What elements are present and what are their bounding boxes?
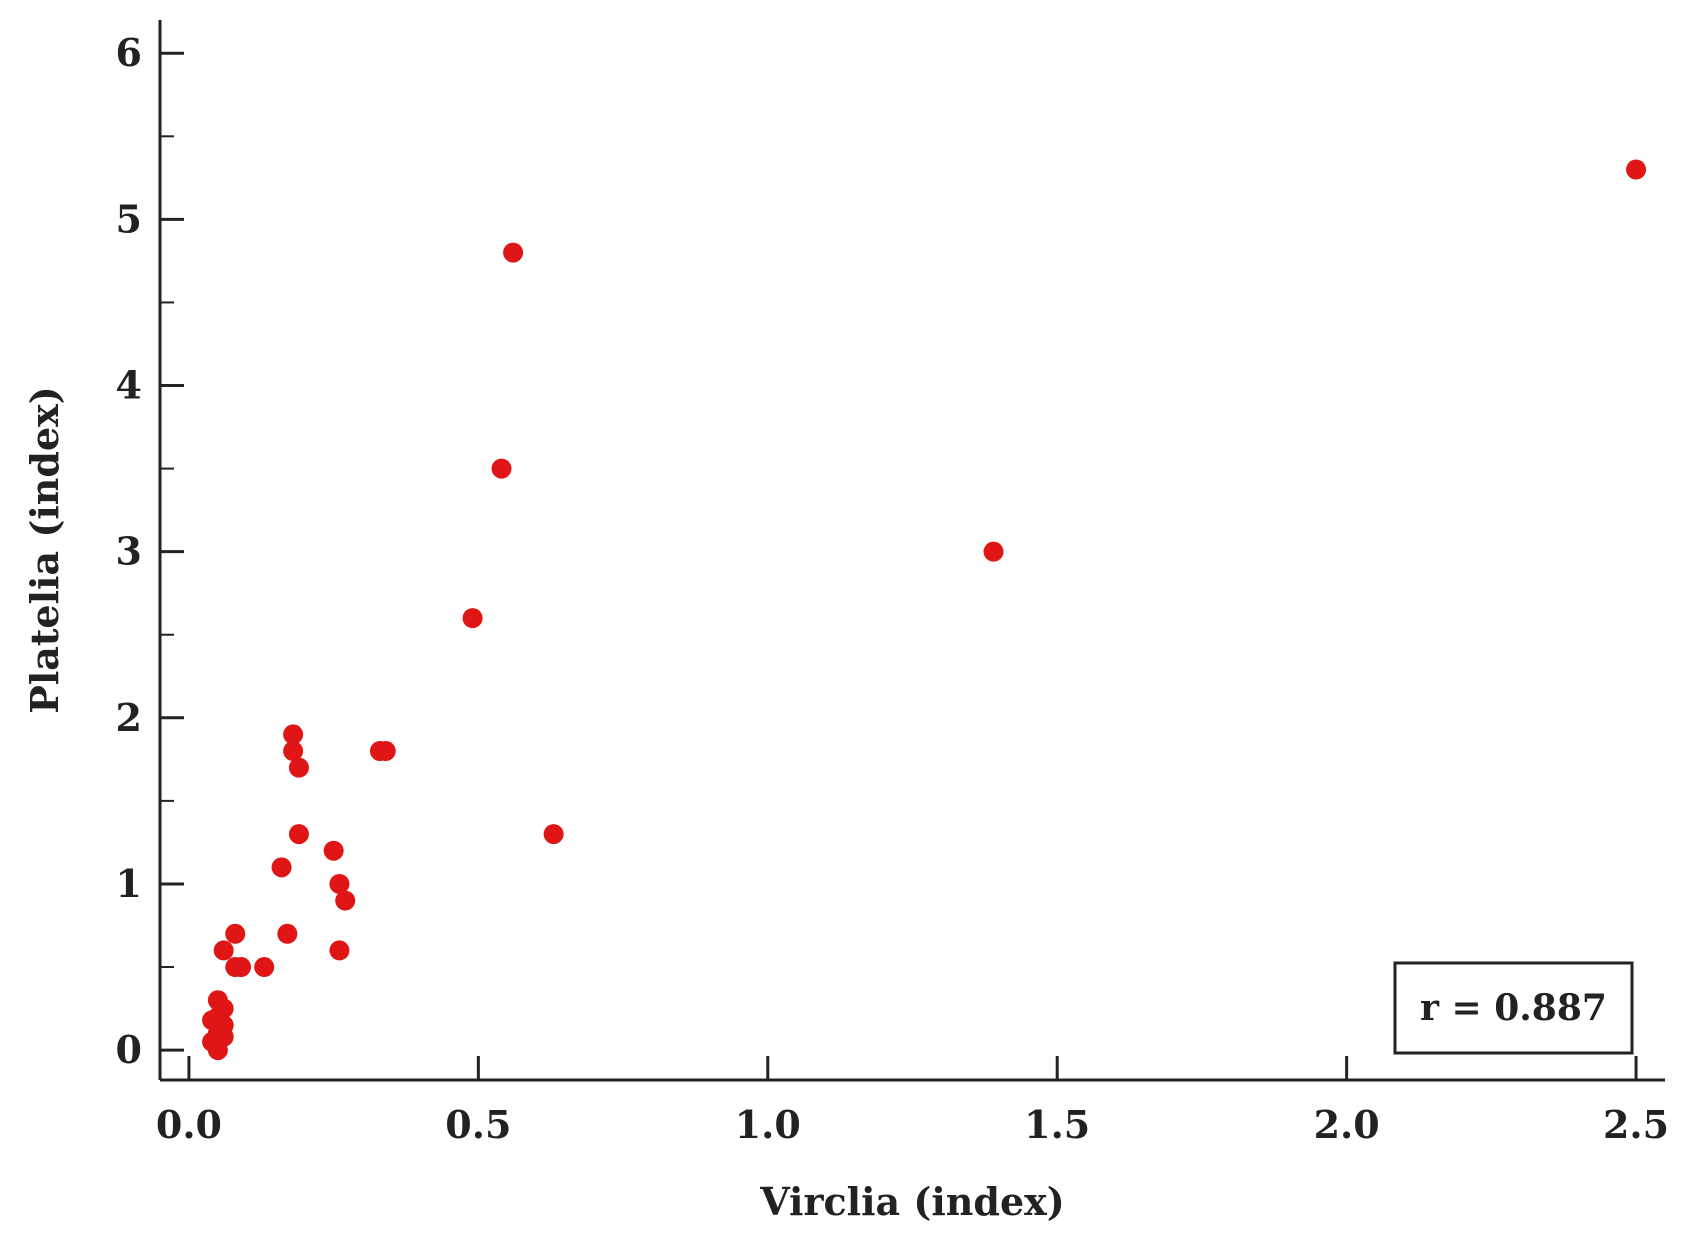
data-point (323, 840, 344, 861)
y-tick-label: 1 (116, 861, 142, 906)
x-tick-label: 1.0 (735, 1102, 801, 1147)
data-point (288, 824, 309, 845)
data-point (503, 242, 524, 263)
data-point (462, 608, 483, 629)
data-point (983, 541, 1004, 562)
data-point (207, 990, 228, 1011)
x-tick-label: 1.5 (1024, 1102, 1090, 1147)
correlation-annotation: r = 0.887 (1393, 961, 1634, 1055)
annotation-text: r = 0.887 (1420, 987, 1607, 1029)
y-ticks: 0 1 2 3 4 5 6 (116, 30, 184, 1072)
data-point (231, 957, 252, 978)
y-tick-label: 2 (116, 695, 142, 740)
data-point (329, 873, 350, 894)
data-point (1626, 159, 1647, 180)
data-point (254, 957, 275, 978)
y-tick-label: 5 (116, 196, 142, 241)
data-point (543, 824, 564, 845)
data-point (375, 741, 396, 762)
data-point (213, 940, 234, 961)
y-axis-title: Platelia (index) (22, 386, 67, 714)
data-point (277, 923, 298, 944)
data-point (271, 857, 292, 878)
data-point (283, 741, 304, 762)
data-point (329, 940, 350, 961)
data-point (213, 1026, 234, 1047)
data-point (225, 923, 246, 944)
y-tick-label: 4 (116, 363, 142, 408)
x-tick-label: 2.0 (1314, 1102, 1380, 1147)
y-tick-label: 3 (116, 529, 142, 574)
data-point (283, 724, 304, 745)
data-point (491, 458, 512, 479)
x-ticks: 0.0 0.5 1.0 1.5 2.0 2.5 (156, 1056, 1669, 1147)
data-points (202, 159, 1647, 1061)
data-point (202, 1010, 223, 1031)
annotation-box (1393, 961, 1634, 1055)
x-axis-title: Virclia (index) (759, 1179, 1065, 1224)
y-tick-label: 0 (116, 1027, 142, 1072)
axes (158, 20, 1665, 1082)
y-tick-label: 6 (116, 30, 142, 75)
data-point (335, 890, 356, 911)
x-tick-label: 2.5 (1603, 1102, 1669, 1147)
x-tick-label: 0.5 (445, 1102, 511, 1147)
data-point (288, 757, 309, 778)
x-tick-label: 0.0 (156, 1102, 222, 1147)
